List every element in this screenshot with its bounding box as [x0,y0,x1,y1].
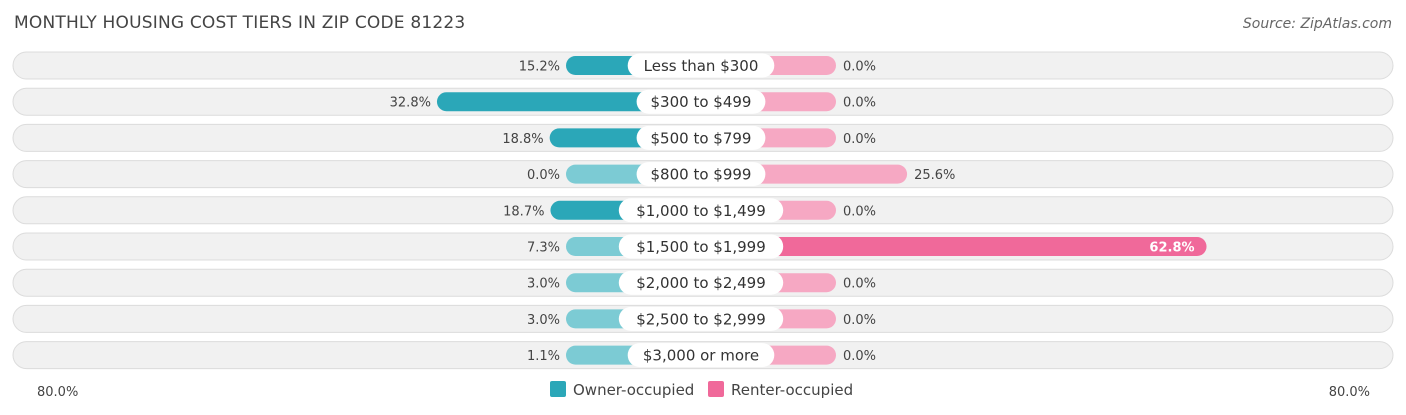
category-label-pill [636,89,766,114]
owner-value-label: 7.3% [527,241,560,256]
category-label-pill [627,343,775,368]
owner-bar [436,92,701,112]
axis-right-label: 80.0% [1329,385,1370,400]
renter-bar [701,237,1207,256]
category-label: $1,500 to $1,999 [636,238,766,256]
category-label: Less than $300 [644,57,759,75]
owner-value-label: 32.8% [390,96,431,111]
owner-value-label: 0.0% [527,168,560,183]
renter-value-label: 0.0% [843,60,876,75]
category-label-pill [618,270,784,295]
legend-renter-swatch [708,381,724,397]
category-label-pill [636,125,766,150]
owner-value-label: 3.0% [527,313,560,328]
axis-left-label: 80.0% [37,385,78,400]
category-label: $3,000 or more [643,347,759,365]
renter-value-label: 0.0% [843,96,876,111]
category-label-pill [618,198,784,223]
legend-owner-swatch [550,381,566,397]
category-label: $2,000 to $2,499 [636,274,766,292]
owner-value-label: 18.7% [503,204,544,219]
category-label-pill [627,53,775,78]
owner-value-label: 18.8% [502,132,543,147]
renter-value-label: 0.0% [843,313,876,328]
owner-value-label: 15.2% [519,60,560,75]
category-label-pill [636,162,766,187]
owner-value-label: 3.0% [527,277,560,292]
renter-value-label: 62.8% [1149,241,1194,256]
chart-title: MONTHLY HOUSING COST TIERS IN ZIP CODE 8… [14,13,466,33]
legend-owner-label: Owner-occupied [573,381,694,399]
category-label-pill [618,234,784,259]
renter-value-label: 0.0% [843,132,876,147]
renter-value-label: 25.6% [914,168,955,183]
renter-value-label: 0.0% [843,277,876,292]
legend-renter-label: Renter-occupied [731,381,853,399]
category-label: $2,500 to $2,999 [636,310,766,328]
category-label: $500 to $799 [651,129,752,147]
chart-source: Source: ZipAtlas.com [1242,16,1392,32]
owner-value-label: 1.1% [527,349,560,364]
category-label-pill [618,306,784,331]
renter-value-label: 0.0% [843,204,876,219]
category-label: $300 to $499 [651,93,752,111]
category-label: $800 to $999 [651,166,752,184]
category-label: $1,000 to $1,499 [636,202,766,220]
renter-value-label: 0.0% [843,349,876,364]
